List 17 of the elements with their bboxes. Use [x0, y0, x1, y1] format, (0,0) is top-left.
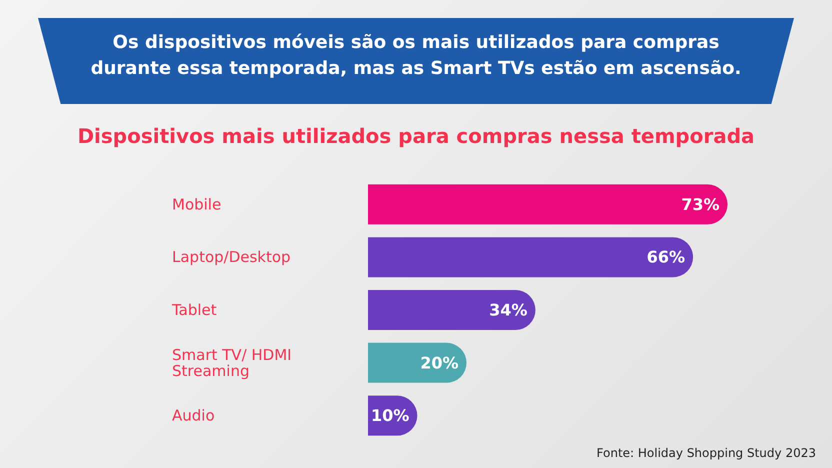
- chart-title: Os dispositivos móveis são os mais utilizados para compras durante essa temporada, mas as Smart TVs estão em ascensão.: [90, 31, 742, 81]
- data-label: 66%: [646, 248, 686, 267]
- data-label: 10%: [370, 406, 410, 426]
- bar: [368, 237, 694, 278]
- y-tick-label: Mobile: [172, 195, 222, 214]
- bar: [368, 290, 536, 330]
- bar: [368, 342, 466, 383]
- y-tick-label: Laptop/Desktop: [172, 248, 291, 266]
- bar: [368, 184, 728, 224]
- source-note: Fonte: Holiday Shopping Study 2023: [596, 446, 816, 460]
- data-label: 20%: [420, 353, 458, 372]
- data-label: 34%: [489, 300, 528, 320]
- data-label: 73%: [681, 194, 720, 214]
- y-tick-label: Smart TV/ HDMI Streaming: [172, 346, 296, 380]
- chart-subtitle: Dispositivos mais utilizados para compras nessa temporada: [76, 124, 756, 148]
- y-tick-label: Audio: [172, 406, 215, 425]
- y-tick-label: Tablet: [171, 301, 217, 319]
